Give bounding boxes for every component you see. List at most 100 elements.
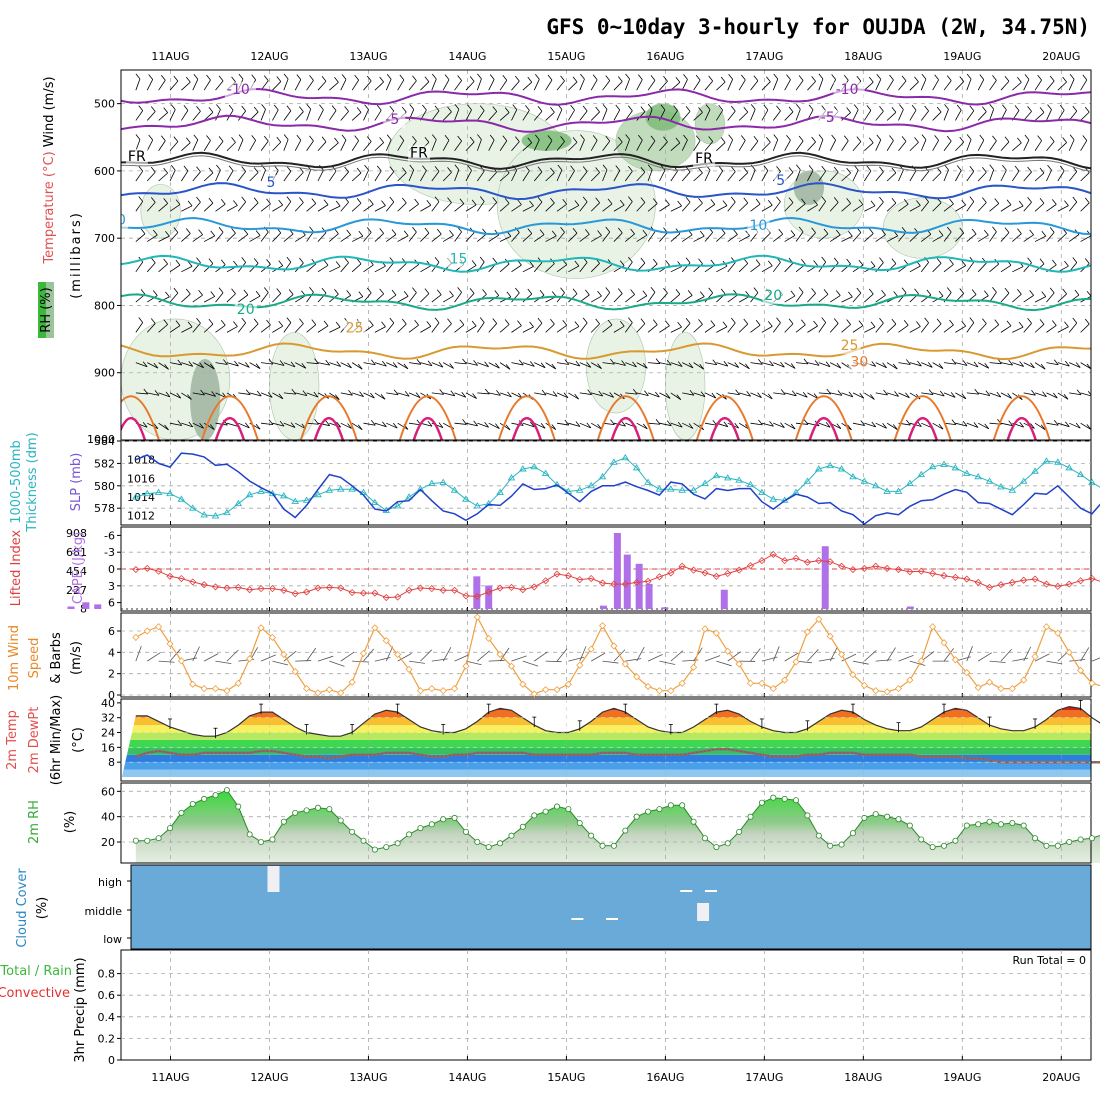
wind-barb bbox=[272, 293, 282, 303]
rh-shading bbox=[694, 103, 726, 145]
wind-barb-flag bbox=[973, 422, 979, 428]
surface-wind-barb bbox=[295, 660, 312, 662]
wind-barb bbox=[624, 201, 633, 212]
wind-barb-flag bbox=[1069, 134, 1075, 141]
wind-barb bbox=[568, 265, 580, 273]
wind-barb bbox=[761, 232, 771, 242]
wind-barb bbox=[203, 111, 214, 121]
wind-barb bbox=[613, 204, 625, 212]
isotherm-30 bbox=[596, 395, 655, 440]
wind-barb-flag bbox=[801, 198, 806, 204]
rh-point bbox=[804, 812, 811, 819]
wind-barb bbox=[750, 169, 756, 182]
wind-barb bbox=[351, 392, 364, 397]
thickness-point bbox=[803, 477, 812, 484]
cape-bar bbox=[661, 607, 669, 609]
wind-barb-flag bbox=[984, 290, 989, 296]
wind-barb bbox=[989, 203, 999, 212]
wind-barb-flag bbox=[220, 259, 226, 266]
wind-barb-flag bbox=[813, 199, 818, 206]
wind-barb bbox=[556, 392, 569, 399]
wind-barb bbox=[886, 362, 898, 370]
wind-barb-flag bbox=[1014, 105, 1020, 111]
wind-barb bbox=[864, 170, 872, 182]
wind-barb bbox=[522, 233, 533, 242]
wind-barb-flag bbox=[450, 390, 456, 397]
rh-point bbox=[246, 831, 253, 838]
wind-barb-flag bbox=[507, 391, 512, 398]
wind-barb-flag bbox=[786, 134, 791, 141]
wind-barb-flag bbox=[936, 106, 942, 113]
wind-barb-flag bbox=[924, 317, 929, 324]
wind-barb bbox=[545, 235, 557, 242]
lifted-index-point bbox=[325, 583, 333, 592]
wind-speed-point bbox=[280, 650, 288, 659]
isotherm--5 bbox=[121, 114, 1091, 133]
wind-barb-flag bbox=[1064, 200, 1069, 206]
surface-wind-barb bbox=[340, 651, 355, 662]
rh-point bbox=[155, 835, 162, 842]
wind-barb-flag bbox=[956, 165, 962, 171]
wind-barb bbox=[772, 322, 781, 333]
wind-barb bbox=[852, 109, 859, 121]
wind-barb bbox=[169, 109, 176, 121]
rh-point bbox=[1077, 836, 1084, 843]
wind-barb-flag bbox=[640, 106, 646, 112]
wind-barb-flag bbox=[950, 392, 956, 398]
wind-barb bbox=[590, 422, 602, 430]
wind-barb bbox=[977, 422, 989, 430]
wind-barb-flag bbox=[273, 104, 279, 111]
cape-tick-label: 908 bbox=[66, 527, 87, 540]
wind-barb bbox=[886, 323, 897, 333]
wind-barb-flag bbox=[833, 197, 839, 203]
surface-wind-barb bbox=[898, 655, 914, 662]
wind-barb-flag bbox=[563, 392, 569, 399]
lifted-index-point bbox=[633, 578, 641, 587]
wind-barb bbox=[1023, 139, 1030, 151]
wind-barb-flag bbox=[206, 135, 211, 141]
wind-barb-flag bbox=[392, 362, 398, 368]
wind-barb-flag bbox=[208, 167, 214, 174]
wind-barb-flag bbox=[605, 135, 611, 142]
wind-barb bbox=[750, 203, 761, 212]
lifted-index-point bbox=[166, 572, 174, 580]
lifted-index-point bbox=[519, 586, 527, 594]
wind-barb bbox=[693, 422, 704, 431]
wind-barb bbox=[306, 109, 312, 121]
cape-bar bbox=[485, 585, 493, 609]
wind-barb bbox=[317, 362, 330, 366]
wind-speed-point bbox=[974, 683, 982, 692]
wind-barb-flag bbox=[734, 362, 740, 368]
thickness-point bbox=[883, 487, 891, 494]
temp-tick-label: 24 bbox=[101, 727, 115, 740]
thickness-point bbox=[928, 462, 937, 470]
wind-barb bbox=[647, 109, 653, 121]
wind-barb bbox=[966, 110, 975, 121]
wind-barb-flag bbox=[605, 287, 611, 293]
wind-barb-flag bbox=[243, 289, 249, 296]
wind-barb-flag bbox=[173, 227, 179, 233]
wind-barb-flag bbox=[210, 424, 215, 430]
wind-barb-flag bbox=[177, 420, 183, 426]
wind-barb bbox=[727, 139, 733, 151]
surface-wind-barb bbox=[852, 660, 869, 665]
contour-label-bg bbox=[121, 212, 129, 229]
thickness-point bbox=[621, 453, 630, 461]
wind-barb bbox=[203, 79, 211, 91]
wind-barb bbox=[886, 111, 897, 121]
wind-barb bbox=[852, 141, 862, 151]
wind-barb bbox=[431, 110, 440, 121]
wind-barb-flag bbox=[630, 289, 635, 295]
wind-barb-flag bbox=[311, 319, 317, 325]
wind-barb bbox=[1012, 205, 1024, 212]
wind-barb bbox=[181, 170, 189, 182]
wind-barb-flag bbox=[914, 76, 919, 83]
wind-barb-flag bbox=[677, 321, 682, 328]
wind-barb-flag bbox=[261, 104, 266, 110]
wind-barb bbox=[1034, 362, 1046, 370]
wind-barb-flag bbox=[527, 137, 533, 143]
wind-barb bbox=[329, 170, 337, 182]
wind-barb-flag bbox=[416, 359, 422, 365]
wind-barb bbox=[670, 326, 682, 333]
wind-barb-flag bbox=[564, 419, 570, 426]
